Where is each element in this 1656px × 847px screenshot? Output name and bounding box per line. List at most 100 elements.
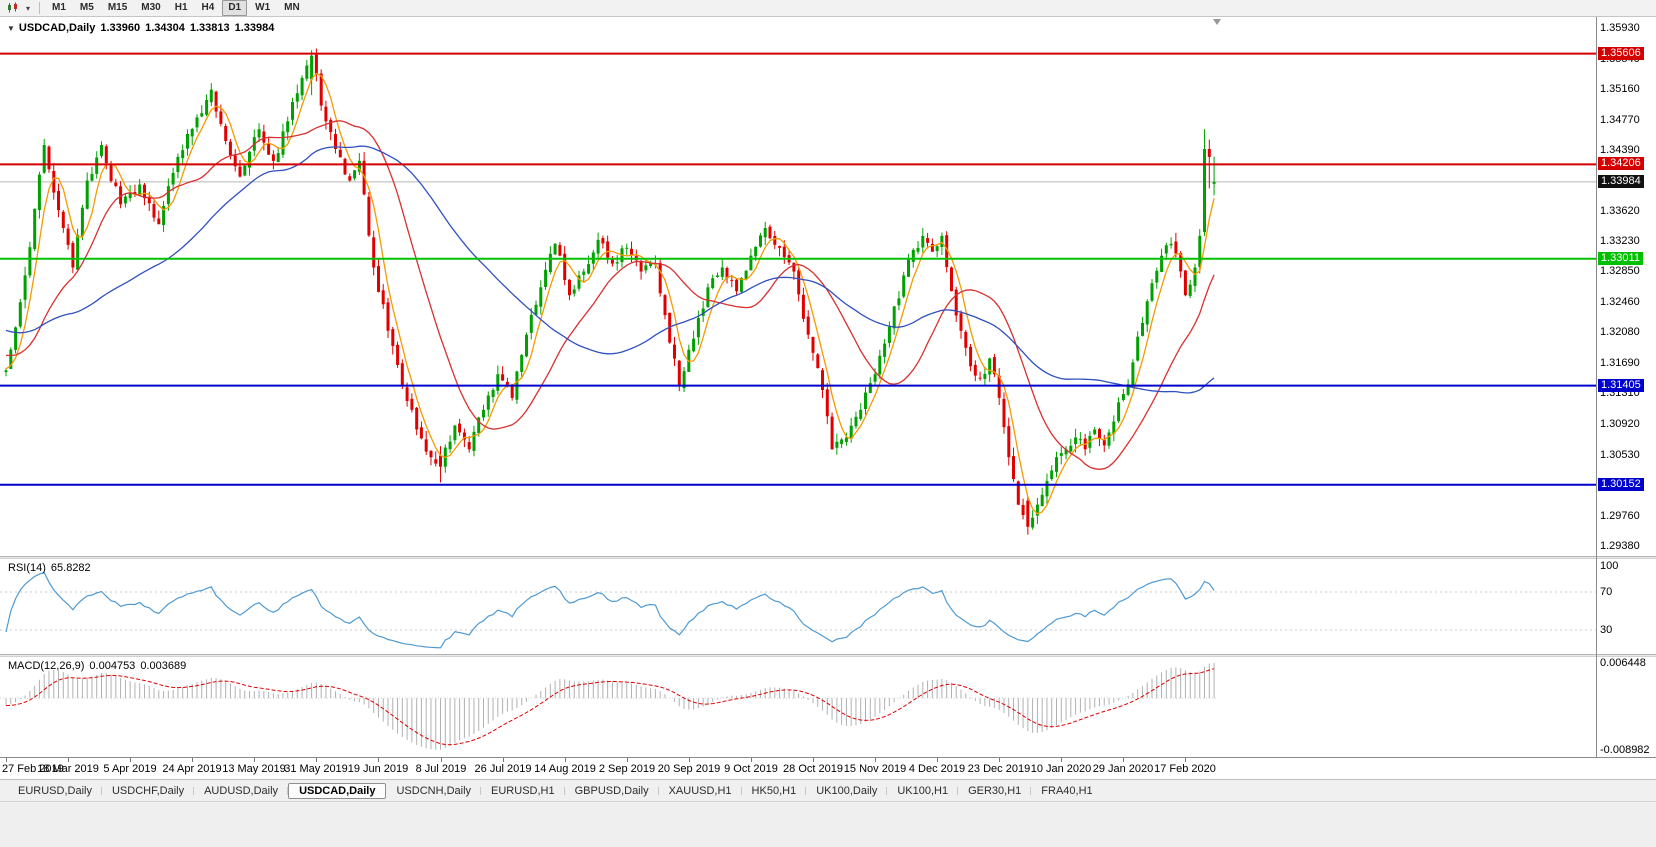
price-level-badge[interactable]: 1.30152 [1598, 478, 1644, 491]
chart-tab-audusd-daily[interactable]: AUDUSD,Daily [194, 783, 289, 799]
ohlc-low: 1.33813 [189, 22, 230, 34]
date-tick [1123, 758, 1124, 762]
chart-header: ▼ USDCAD,Daily 1.33960 1.34304 1.33813 1.3398… [7, 22, 274, 34]
chart-tab-eurusd-h1[interactable]: EURUSD,H1 [481, 783, 565, 799]
date-tick [1185, 758, 1186, 762]
last-price-badge: 1.33984 [1598, 175, 1644, 188]
ohlc-collapse-icon[interactable]: ▼ [7, 24, 15, 33]
chart-tab-fra40-h1[interactable]: FRA40,H1 [1041, 784, 1093, 797]
macd-signal-value: 0.003689 [140, 660, 187, 672]
chart-tab-eurusd-daily[interactable]: EURUSD,Daily [8, 783, 102, 799]
rsi-axis: 100 70 30 [1597, 559, 1656, 654]
date-tick [68, 758, 69, 762]
timeframe-button-m1[interactable]: M1 [52, 2, 66, 13]
rsi-line [5, 571, 1215, 649]
date-tick [254, 758, 255, 762]
date-tick [813, 758, 814, 762]
price-axis-label: 1.30920 [1600, 418, 1640, 430]
macd-axis-label: 0.006448 [1600, 657, 1646, 669]
date-axis-label: 28 Oct 2019 [783, 763, 843, 775]
date-axis-label: 8 Jul 2019 [415, 763, 467, 775]
timeframe-button-d1[interactable]: D1 [222, 0, 248, 16]
chart-tab-ger30-h1[interactable]: GER30,H1 [958, 783, 1032, 799]
ohlc-open: 1.33960 [100, 22, 141, 34]
macd-name: MACD(12,26,9) [8, 660, 85, 672]
rsi-name: RSI(14) [8, 562, 46, 574]
timeframe-button-h1[interactable]: H1 [174, 2, 188, 13]
timeframe-button-h4[interactable]: H4 [201, 2, 215, 13]
chart-tab-uk100-daily[interactable]: UK100,Daily [806, 783, 888, 799]
date-axis-label: 2 Sep 2019 [598, 763, 656, 775]
date-axis-label: 17 Feb 2020 [1154, 763, 1216, 775]
toolbar: ▾ M1 M5 M15 M30 H1 H4 D1 W1 MN [0, 0, 1656, 17]
candlestick-chart-icon [8, 2, 17, 13]
price-axis-label: 1.30530 [1600, 449, 1640, 461]
chart-tab-gbpusd-daily[interactable]: GBPUSD,Daily [565, 783, 659, 799]
candles-layer [4, 48, 1216, 535]
chart-tab-usdchf-daily[interactable]: USDCHF,Daily [102, 783, 195, 799]
price-level-badge[interactable]: 1.31405 [1598, 379, 1644, 392]
price-chart-canvas[interactable] [0, 17, 1596, 556]
timeframe-button-w1[interactable]: W1 [255, 2, 271, 13]
price-axis-label: 1.29380 [1600, 540, 1640, 552]
price-axis-label: 1.31690 [1600, 357, 1640, 369]
price-level-badge[interactable]: 1.35606 [1598, 47, 1644, 60]
timeframe-button-group: M1 M5 M15 M30 H1 H4 D1 W1 MN [46, 0, 306, 16]
date-axis-label: 27 Feb 2019 [2, 763, 64, 775]
rsi-axis-label: 30 [1600, 624, 1613, 636]
ma-line-50 [5, 145, 1215, 394]
macd-indicator-canvas [0, 662, 1218, 750]
date-tick [316, 758, 317, 762]
price-axis[interactable]: 1.359301.355401.351601.347701.343901.340… [1597, 17, 1656, 557]
date-axis-label: 5 Apr 2019 [103, 763, 157, 775]
chart-type-button[interactable] [4, 1, 22, 15]
date-axis-label: 9 Oct 2019 [724, 763, 778, 775]
chart-tab-usdcad-daily[interactable]: USDCAD,Daily [288, 782, 387, 799]
date-tick [937, 758, 938, 762]
pane-splitter-rsi[interactable] [0, 556, 1656, 559]
pane-splitter-macd[interactable] [0, 654, 1656, 657]
date-axis[interactable]: 27 Feb 2019 18 Mar 2019 5 Apr 2019 24 Apr 2… [0, 758, 1656, 778]
price-level-badge[interactable]: 1.34206 [1598, 157, 1644, 170]
timeframe-button-mn[interactable]: MN [284, 2, 300, 13]
chart-tab-usdcnh-daily[interactable]: USDCNH,Daily [386, 783, 481, 799]
price-axis-label: 1.32080 [1600, 326, 1640, 338]
date-axis-label: 31 May 2019 [284, 763, 348, 775]
price-axis-label: 1.33230 [1600, 235, 1640, 247]
date-axis-label: 24 Apr 2019 [162, 763, 222, 775]
date-axis-label: 13 May 2019 [222, 763, 286, 775]
chart-type-dropdown-caret[interactable]: ▾ [26, 3, 31, 13]
timeframe-button-m30[interactable]: M30 [141, 2, 161, 13]
price-axis-label: 1.34390 [1600, 144, 1640, 156]
price-axis-label: 1.32850 [1600, 265, 1640, 277]
macd-axis-label: -0.008982 [1600, 744, 1650, 756]
chart-symbol-label: USDCAD,Daily [18, 22, 96, 34]
rsi-axis-label: 70 [1600, 586, 1613, 598]
date-tick [565, 758, 566, 762]
chart-shift-marker[interactable] [1213, 19, 1221, 25]
price-axis-label: 1.34770 [1600, 114, 1640, 126]
chart-tab-xauusd-h1[interactable]: XAUUSD,H1 [659, 783, 742, 799]
bottom-filler [0, 801, 1656, 847]
date-axis-label: 15 Nov 2019 [843, 763, 907, 775]
timeframe-button-m5[interactable]: M5 [79, 2, 94, 13]
chart-tab-hk50-h1[interactable]: HK50,H1 [742, 783, 807, 799]
price-axis-label: 1.33620 [1600, 205, 1640, 217]
date-axis-label: 19 Jun 2019 [347, 763, 409, 775]
date-tick [751, 758, 752, 762]
rsi-value: 65.8282 [50, 562, 91, 574]
date-tick [627, 758, 628, 762]
timeframe-button-m15[interactable]: M15 [107, 2, 128, 13]
price-level-badge[interactable]: 1.33011 [1598, 252, 1643, 265]
date-tick [503, 758, 504, 762]
macd-label: MACD(12,26,9) 0.004753 0.003689 [8, 660, 186, 672]
date-tick [130, 758, 131, 762]
date-axis-label: 18 Mar 2019 [37, 763, 99, 775]
chart-tab-uk100-h1[interactable]: UK100,H1 [887, 783, 958, 799]
date-tick [689, 758, 690, 762]
price-axis-border [1596, 17, 1597, 757]
price-axis-label: 1.32460 [1600, 296, 1640, 308]
rsi-indicator-canvas [0, 571, 1596, 649]
macd-main-value: 0.004753 [89, 660, 136, 672]
